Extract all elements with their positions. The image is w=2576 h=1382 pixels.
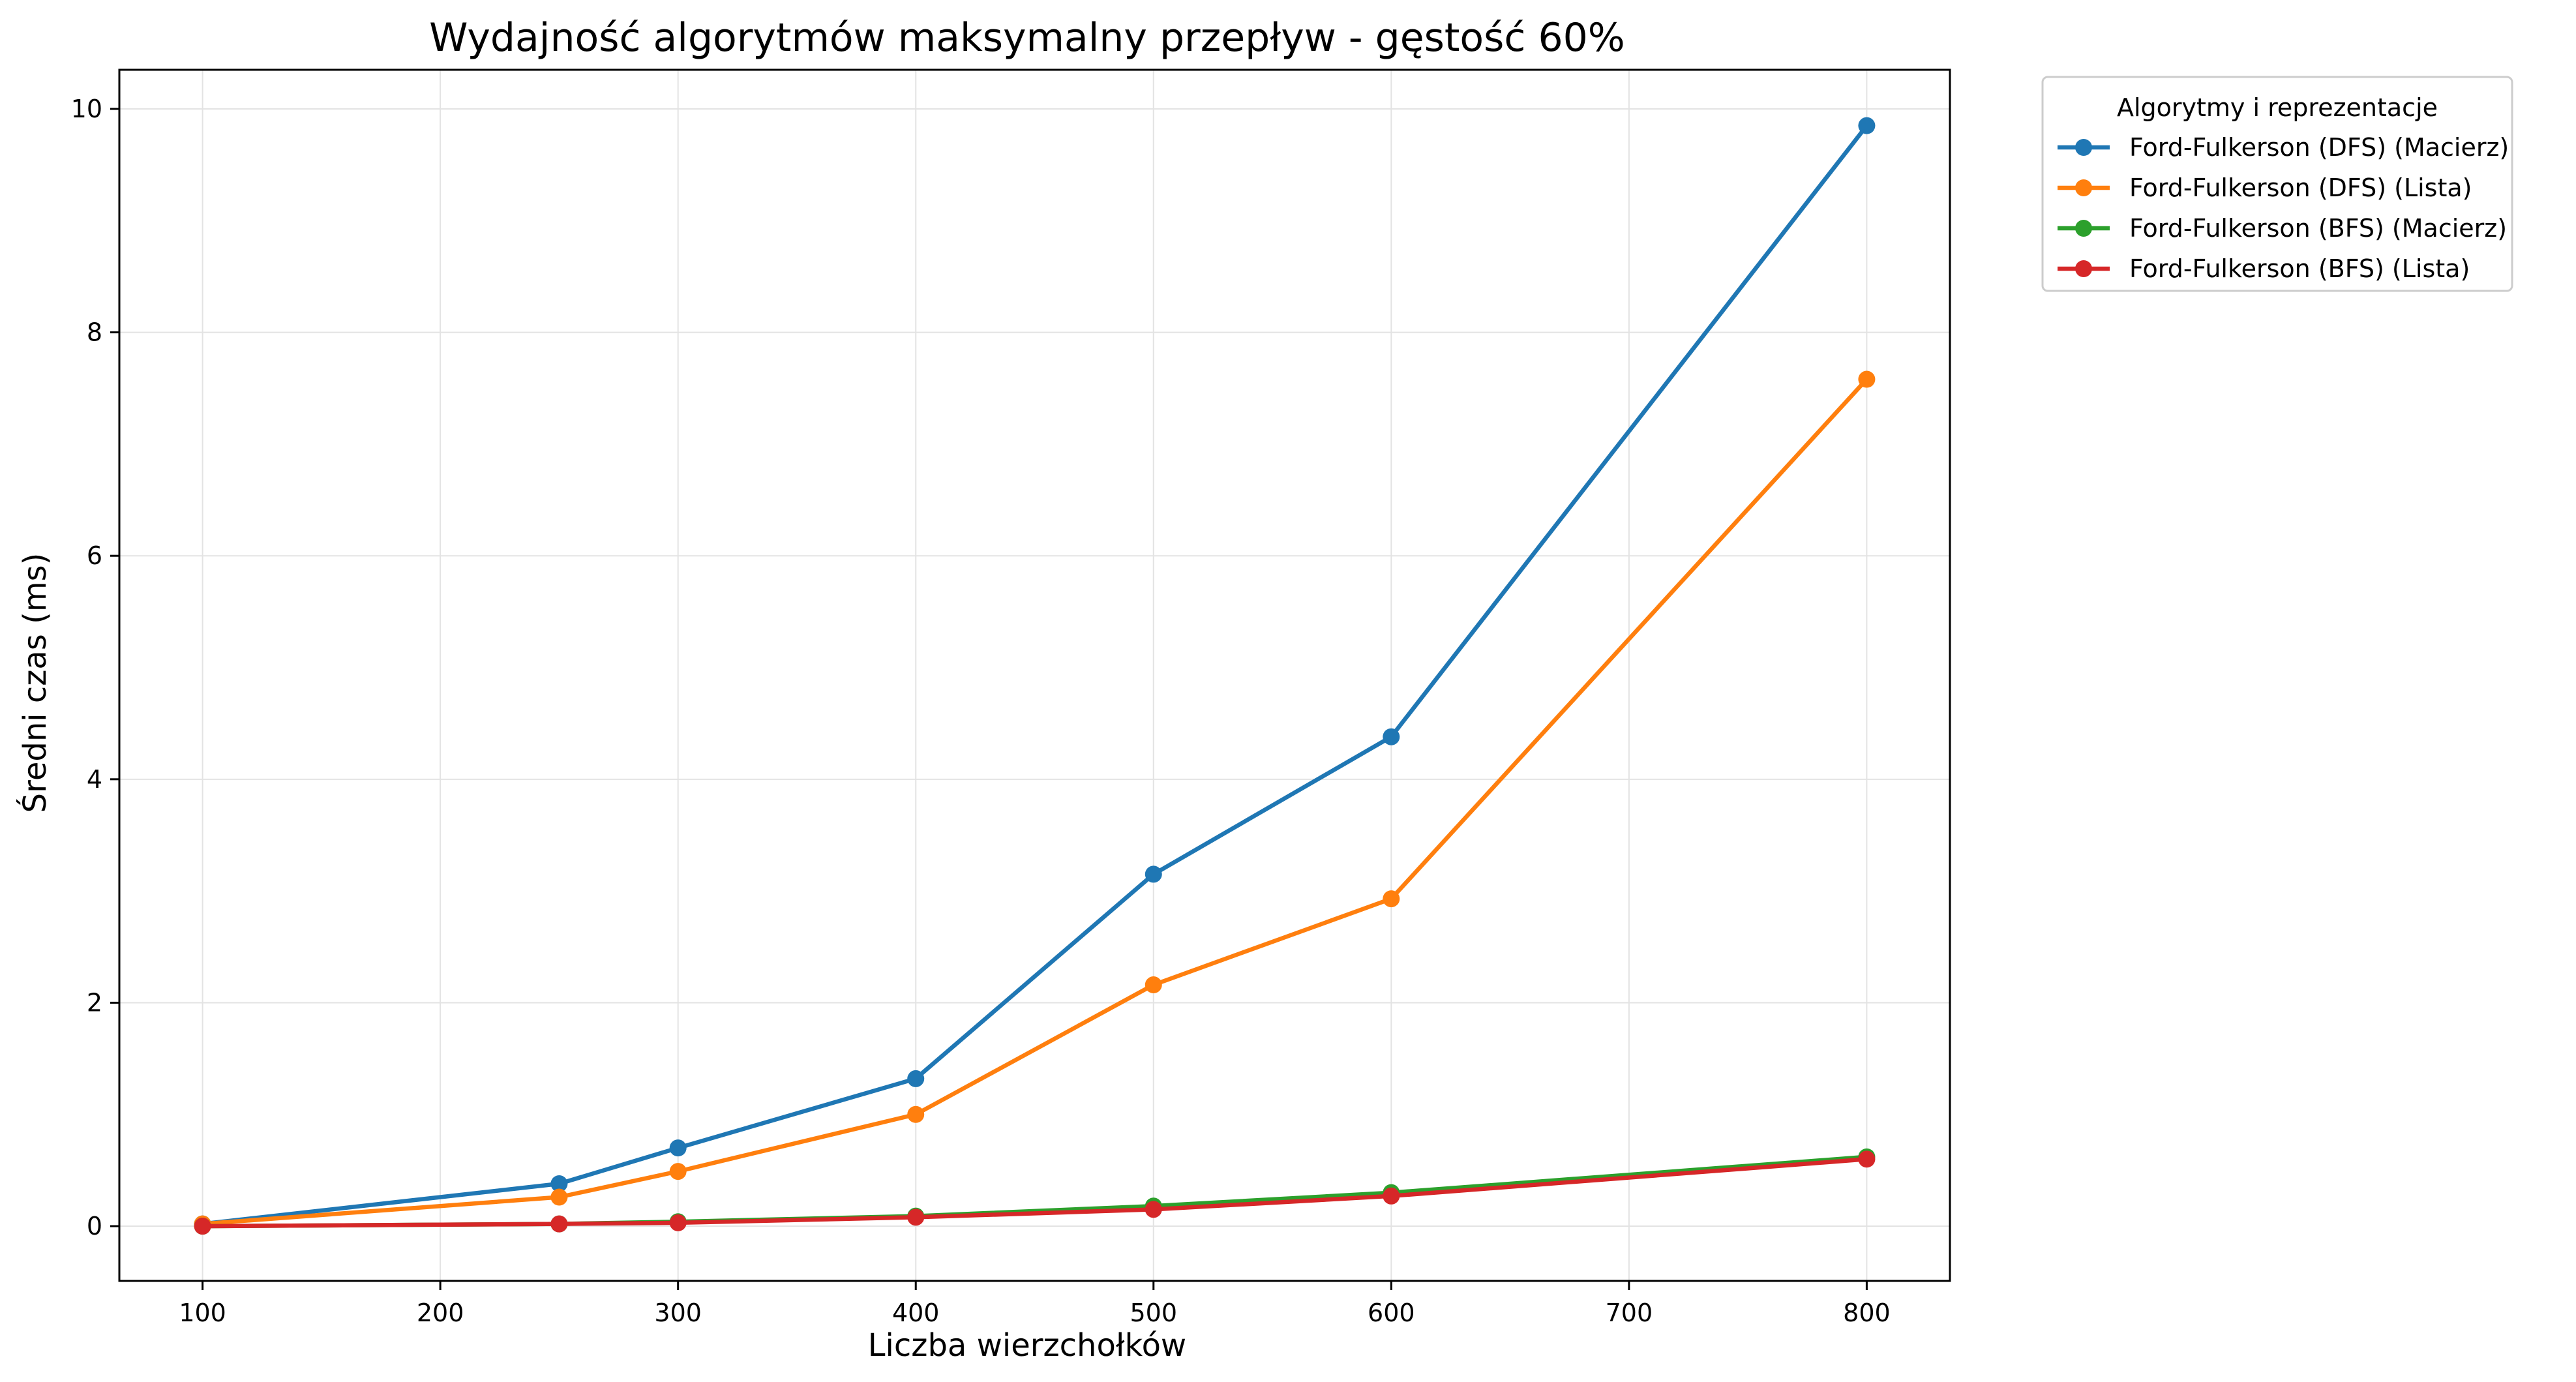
data-point — [669, 1139, 687, 1157]
legend-label: Ford-Fulkerson (DFS) (Macierz) — [2129, 133, 2509, 162]
x-tick-label: 200 — [417, 1299, 464, 1327]
data-point — [669, 1163, 687, 1180]
legend-marker — [2075, 139, 2092, 156]
ticks: 100 200 300 400 500 600 700 800 0 2 4 6 8 10 — [71, 95, 1891, 1327]
data-point — [550, 1215, 568, 1233]
data-point — [1383, 728, 1400, 745]
y-tick-label: 10 — [71, 95, 102, 123]
data-point — [907, 1070, 925, 1087]
plot-frame — [118, 68, 1951, 1282]
x-tick-label: 500 — [1130, 1299, 1178, 1327]
x-tick-label: 300 — [654, 1299, 702, 1327]
legend-marker — [2075, 260, 2092, 277]
legend-label: Ford-Fulkerson (BFS) (Lista) — [2129, 254, 2470, 283]
legend-marker — [2075, 220, 2092, 237]
data-point — [1383, 1187, 1400, 1205]
legend-label: Ford-Fulkerson (BFS) (Macierz) — [2129, 214, 2507, 243]
y-tick-label: 2 — [87, 988, 102, 1017]
data-point — [1145, 1201, 1162, 1218]
series-4 — [194, 1150, 1876, 1235]
data-point — [1145, 865, 1162, 883]
legend-marker — [2075, 179, 2092, 196]
chart-title: Wydajność algorytmów maksymalny przepływ… — [429, 15, 1625, 61]
x-tick-label: 100 — [179, 1299, 226, 1327]
legend-entry: Ford-Fulkerson (BFS) (Macierz) — [2058, 214, 2507, 243]
data-point — [1383, 890, 1400, 908]
legend-entry: Ford-Fulkerson (DFS) (Macierz) — [2058, 133, 2509, 162]
y-tick-label: 0 — [87, 1212, 102, 1240]
y-tick-label: 4 — [87, 765, 102, 794]
data-point — [194, 1218, 211, 1235]
y-tick-label: 6 — [87, 541, 102, 570]
x-tick-label: 600 — [1368, 1299, 1415, 1327]
legend-entry: Ford-Fulkerson (DFS) (Lista) — [2058, 173, 2472, 202]
x-axis-label: Liczba wierzchołków — [868, 1327, 1186, 1364]
x-tick-label: 800 — [1843, 1299, 1891, 1327]
legend-entry: Ford-Fulkerson (BFS) (Lista) — [2058, 254, 2470, 283]
x-tick-label: 700 — [1606, 1299, 1653, 1327]
series-layer — [194, 117, 1876, 1235]
legend-box — [2041, 76, 2513, 292]
legend-title: Algorytmy i reprezentacje — [2117, 93, 2438, 122]
data-point — [1145, 976, 1162, 994]
data-point — [669, 1214, 687, 1231]
legend: Algorytmy i reprezentacje Ford-Fulkerson… — [2041, 76, 2513, 292]
data-point — [907, 1105, 925, 1123]
data-point — [550, 1175, 568, 1192]
series-2 — [194, 370, 1876, 1233]
data-point — [1858, 1150, 1876, 1168]
data-point — [1858, 117, 1876, 134]
x-tick-label: 400 — [892, 1299, 940, 1327]
legend-label: Ford-Fulkerson (DFS) (Lista) — [2129, 173, 2472, 202]
y-axis-label: Średni czas (ms) — [16, 553, 53, 813]
data-point — [550, 1188, 568, 1206]
data-point — [1858, 370, 1876, 388]
data-point — [907, 1209, 925, 1226]
legend-entries: Ford-Fulkerson (DFS) (Macierz) Ford-Fulke… — [2058, 133, 2509, 283]
y-tick-label: 8 — [87, 318, 102, 347]
